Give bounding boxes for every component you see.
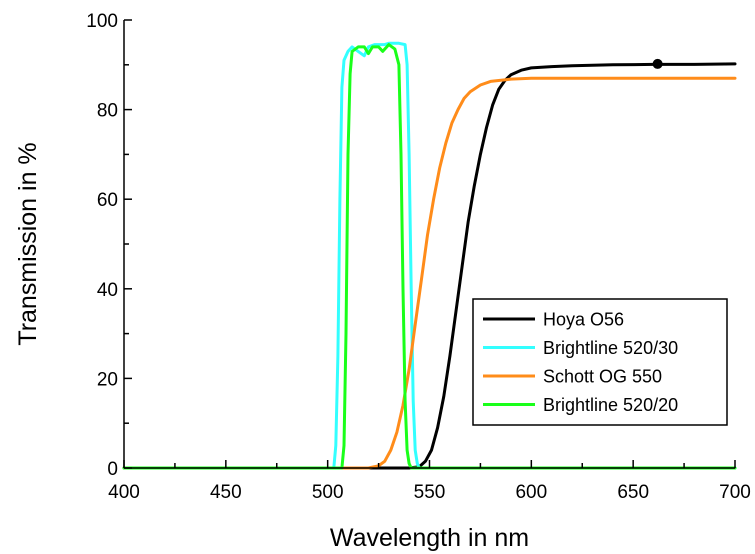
x-axis-title: Wavelength in nm [330, 524, 529, 552]
x-tick-label: 650 [617, 482, 649, 503]
series-line-brightline-520-30 [122, 41, 737, 470]
data-marker [652, 58, 663, 69]
legend: Hoya O56 Brightline 520/30 Schott OG 550 Br… [472, 298, 728, 426]
y-tick-label: 60 [97, 190, 118, 211]
x-tick-label: 550 [414, 482, 446, 503]
legend-label: Schott OG 550 [543, 367, 662, 387]
y-tick-label: 100 [86, 11, 118, 32]
y-tick-label: 40 [97, 280, 118, 301]
series-line-hoya-o56 [122, 62, 737, 470]
series-line-brightline-520-20 [122, 43, 737, 470]
x-tick-label: 600 [515, 482, 547, 503]
y-tick-label: 0 [107, 459, 118, 480]
x-tick-label: 500 [312, 482, 344, 503]
y-tick-label: 80 [97, 101, 118, 122]
legend-label: Hoya O56 [543, 310, 624, 330]
series-line-schott-og-550 [122, 76, 737, 470]
ticks [123, 19, 736, 469]
x-tick-label: 400 [108, 482, 140, 503]
legend-label: Brightline 520/20 [543, 395, 678, 415]
tick-labels: 400 450 500 550 600 650 700 0 20 40 60 80 100 [86, 11, 751, 503]
x-tick-label: 700 [719, 482, 751, 503]
plot-area [122, 41, 737, 470]
legend-label: Brightline 520/30 [543, 338, 678, 358]
x-tick-label: 450 [210, 482, 242, 503]
y-axis-title: Transmission in % [14, 142, 42, 345]
y-tick-label: 20 [97, 369, 118, 390]
